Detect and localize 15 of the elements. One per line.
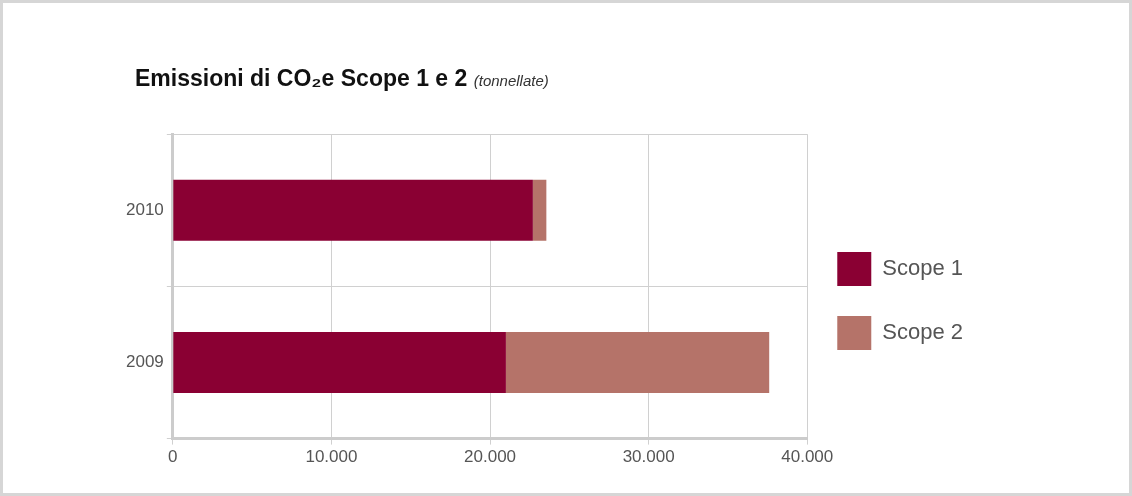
y-tick-label: 2009 <box>125 352 164 372</box>
legend-label: Scope 1 <box>882 255 964 281</box>
bar <box>505 332 770 393</box>
bar <box>173 179 533 241</box>
bar <box>532 179 547 241</box>
x-tick-label: 10.000 <box>305 447 358 467</box>
chart-title: Emissioni di CO₂e Scope 1 e 2 <box>135 65 468 91</box>
bar <box>173 332 506 393</box>
legend-label: Scope 2 <box>882 319 964 345</box>
x-tick-label: 20.000 <box>464 447 517 467</box>
y-tick-label: 2010 <box>125 199 164 219</box>
chart-subtitle: (tonnellate) <box>473 72 549 89</box>
x-tick-label: 0 <box>168 447 178 467</box>
x-tick-label: 30.000 <box>622 447 675 467</box>
x-tick-label: 40.000 <box>781 447 834 467</box>
